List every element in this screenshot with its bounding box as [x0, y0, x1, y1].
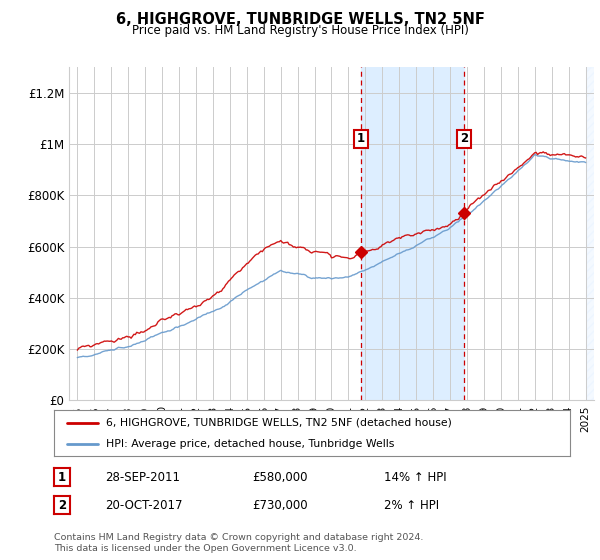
Text: Contains HM Land Registry data © Crown copyright and database right 2024.
This d: Contains HM Land Registry data © Crown c…: [54, 533, 424, 553]
Text: 2: 2: [460, 133, 468, 146]
Text: HPI: Average price, detached house, Tunbridge Wells: HPI: Average price, detached house, Tunb…: [106, 439, 394, 449]
Text: £730,000: £730,000: [252, 498, 308, 512]
Text: 6, HIGHGROVE, TUNBRIDGE WELLS, TN2 5NF (detached house): 6, HIGHGROVE, TUNBRIDGE WELLS, TN2 5NF (…: [106, 418, 451, 428]
Text: 2% ↑ HPI: 2% ↑ HPI: [384, 498, 439, 512]
Text: £580,000: £580,000: [252, 470, 308, 484]
Text: 6, HIGHGROVE, TUNBRIDGE WELLS, TN2 5NF: 6, HIGHGROVE, TUNBRIDGE WELLS, TN2 5NF: [116, 12, 484, 27]
Text: 14% ↑ HPI: 14% ↑ HPI: [384, 470, 446, 484]
Bar: [361, 67, 464, 400]
Text: 2: 2: [58, 498, 66, 512]
Text: 1: 1: [58, 470, 66, 484]
Text: Price paid vs. HM Land Registry's House Price Index (HPI): Price paid vs. HM Land Registry's House …: [131, 24, 469, 36]
Text: 28-SEP-2011: 28-SEP-2011: [105, 470, 180, 484]
Text: 1: 1: [357, 133, 365, 146]
Bar: [586, 67, 600, 400]
Text: 20-OCT-2017: 20-OCT-2017: [105, 498, 182, 512]
